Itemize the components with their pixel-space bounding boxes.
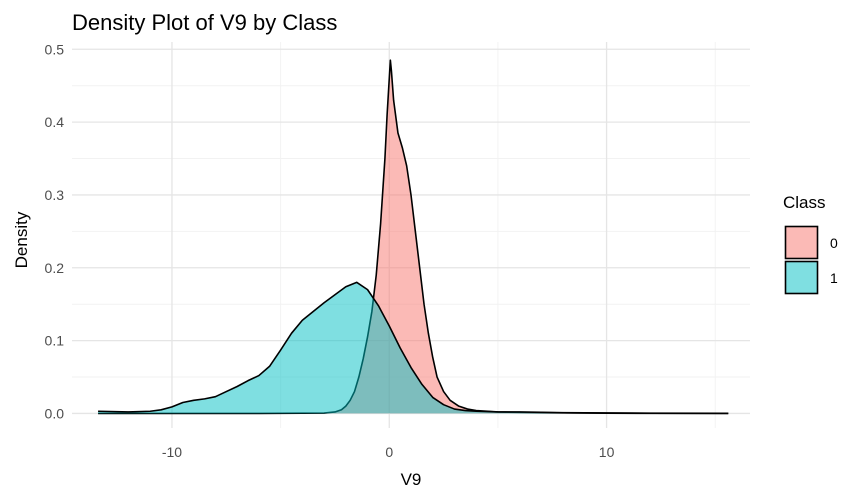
x-tick-labels: -10 0 10 — [162, 444, 615, 460]
x-tick-label: 0 — [385, 444, 393, 460]
y-tick-label: 0.1 — [45, 333, 65, 349]
density-area-class-0 — [98, 60, 729, 414]
legend-items: 01 — [784, 225, 838, 295]
density-area-class-1 — [98, 282, 729, 414]
density-areas — [98, 59, 729, 415]
y-tick-labels: 0.0 0.1 0.2 0.3 0.4 0.5 — [45, 41, 65, 421]
legend-label-class-1: 1 — [830, 270, 838, 286]
density-outline-class-1 — [98, 281, 729, 415]
x-tick-label: 10 — [599, 444, 615, 460]
chart-title: Density Plot of V9 by Class — [72, 10, 337, 35]
y-tick-label: 0.0 — [45, 405, 65, 421]
y-tick-label: 0.5 — [45, 41, 65, 57]
y-axis-title: Density — [12, 211, 31, 268]
y-tick-label: 0.4 — [45, 114, 65, 130]
legend-label-class-0: 0 — [830, 235, 838, 251]
legend-title: Class — [783, 193, 826, 212]
legend: Class 01 — [783, 193, 838, 295]
legend-swatch-class-1 — [784, 260, 819, 295]
legend-swatch-class-0 — [784, 225, 819, 260]
x-tick-label: -10 — [162, 444, 182, 460]
y-tick-label: 0.3 — [45, 187, 65, 203]
y-tick-label: 0.2 — [45, 260, 65, 276]
x-axis-title: V9 — [401, 470, 422, 489]
